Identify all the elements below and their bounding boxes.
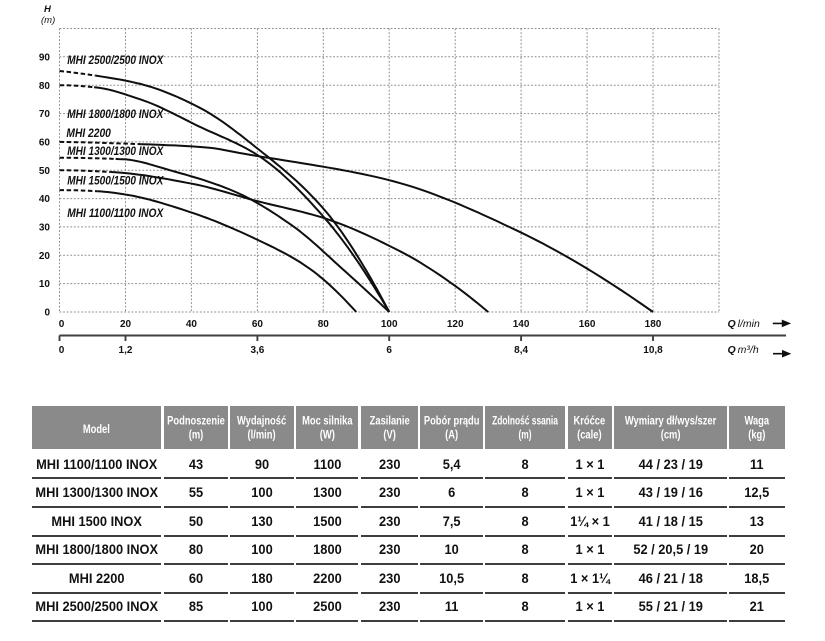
svg-text:100: 100 <box>381 319 398 330</box>
svg-text:120: 120 <box>447 319 464 330</box>
svg-text:160: 160 <box>579 319 596 330</box>
svg-text:30: 30 <box>39 223 51 234</box>
svg-text:MHI 2500/2500 INOX: MHI 2500/2500 INOX <box>67 55 164 67</box>
svg-text:80: 80 <box>318 319 330 330</box>
svg-text:MHI 2200: MHI 2200 <box>66 128 111 140</box>
svg-text:MHI 1100/1100 INOX: MHI 1100/1100 INOX <box>67 208 164 220</box>
svg-text:70: 70 <box>39 109 51 120</box>
svg-text:90: 90 <box>39 52 51 63</box>
svg-text:20: 20 <box>39 251 51 262</box>
svg-text:60: 60 <box>252 319 264 330</box>
svg-text:1,2: 1,2 <box>119 345 133 356</box>
svg-text:0: 0 <box>59 319 65 330</box>
svg-text:MHI 1300/1300 INOX: MHI 1300/1300 INOX <box>67 146 164 158</box>
svg-text:40: 40 <box>186 319 198 330</box>
svg-text:40: 40 <box>39 194 51 205</box>
svg-text:Qm³/h: Qm³/h <box>728 344 759 356</box>
svg-text:(m): (m) <box>41 15 55 26</box>
svg-text:180: 180 <box>645 319 662 330</box>
svg-text:MHI 1800/1800 INOX: MHI 1800/1800 INOX <box>67 109 164 121</box>
svg-text:60: 60 <box>39 138 51 149</box>
svg-text:80: 80 <box>39 81 51 92</box>
svg-text:6: 6 <box>386 345 392 356</box>
svg-text:0: 0 <box>59 345 65 356</box>
svg-text:H: H <box>44 4 52 15</box>
svg-text:MHI 1500/1500 INOX: MHI 1500/1500 INOX <box>67 176 164 188</box>
svg-text:8,4: 8,4 <box>514 345 528 356</box>
svg-text:10: 10 <box>39 279 51 290</box>
svg-text:20: 20 <box>120 319 132 330</box>
svg-text:Ql/min: Ql/min <box>728 318 761 330</box>
svg-text:0: 0 <box>44 308 50 319</box>
svg-text:3,6: 3,6 <box>250 345 264 356</box>
svg-text:50: 50 <box>39 166 51 177</box>
svg-text:140: 140 <box>513 319 530 330</box>
svg-text:10,8: 10,8 <box>643 345 663 356</box>
